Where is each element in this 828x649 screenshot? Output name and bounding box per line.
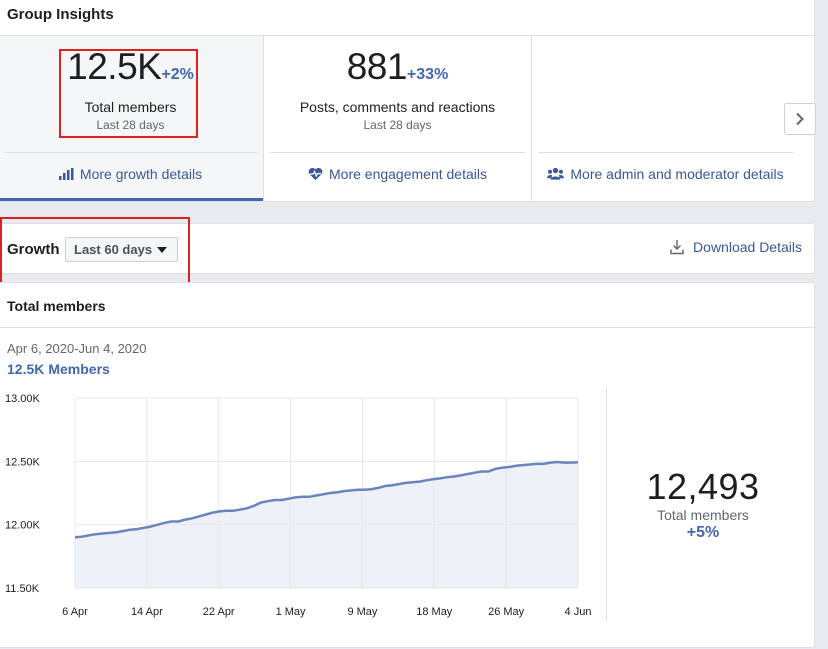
more-growth-details-link[interactable]: More growth details <box>0 166 263 183</box>
x-tick-label: 26 May <box>488 606 525 618</box>
members-count: 12.5K Members <box>7 361 110 377</box>
more-engagement-details-link[interactable]: More engagement details <box>264 166 531 184</box>
members-count-value: 12.5K <box>7 361 45 377</box>
stat-label: Posts, comments and reactions <box>299 99 496 115</box>
period-selected-label: Last 60 days <box>74 242 153 257</box>
download-details-button[interactable]: Download Details <box>670 239 802 255</box>
divider <box>270 152 525 153</box>
chevron-right-icon <box>795 108 805 128</box>
more-admin-details-label: More admin and moderator details <box>570 166 784 182</box>
group-insights-card: Group Insights 12.5K+2% Total members La… <box>0 0 815 202</box>
stat-total-members[interactable]: 12.5K+2% Total members Last 28 days More… <box>0 36 263 201</box>
download-icon <box>670 239 693 255</box>
divider <box>0 327 814 328</box>
members-summary: 12,493 Total members +5% <box>608 466 798 542</box>
bar-chart-icon <box>58 167 74 183</box>
stat-value: 12.5K <box>67 46 162 87</box>
growth-title: Growth <box>7 241 60 258</box>
divider <box>606 389 607 621</box>
more-admin-details-link[interactable]: More admin and moderator details <box>532 166 799 183</box>
stat-period: Last 28 days <box>363 118 432 132</box>
x-tick-label: 9 May <box>347 606 377 618</box>
growth-bar: Growth Last 60 days Download Details <box>0 223 815 274</box>
highlight-box <box>59 49 198 138</box>
stat-label: Total members <box>84 99 177 115</box>
more-engagement-details-label: More engagement details <box>329 166 487 182</box>
download-details-label: Download Details <box>693 239 802 255</box>
y-tick-label: 11.50K <box>5 583 40 595</box>
x-tick-label: 22 Apr <box>203 606 235 618</box>
divider <box>4 152 257 153</box>
total-members-title: Total members <box>7 298 106 314</box>
date-range: Apr 6, 2020-Jun 4, 2020 <box>7 341 147 356</box>
group-insights-title: Group Insights <box>7 6 114 23</box>
stat-period: Last 28 days <box>96 118 165 132</box>
period-dropdown[interactable]: Last 60 days <box>65 237 178 262</box>
divider <box>538 152 793 153</box>
x-tick-label: 4 Jun <box>565 606 592 618</box>
y-tick-label: 12.00K <box>5 520 41 532</box>
people-icon <box>547 167 565 183</box>
summary-label: Total members <box>657 507 749 523</box>
x-tick-label: 6 Apr <box>62 606 88 618</box>
x-tick-label: 18 May <box>416 606 453 618</box>
next-stats-button[interactable] <box>784 103 816 135</box>
total-members-card: Total members Apr 6, 2020-Jun 4, 2020 12… <box>0 282 815 648</box>
active-tab-indicator <box>0 198 263 201</box>
stat-value: 881 <box>346 46 408 87</box>
stat-admin[interactable]: More admin and moderator details <box>531 36 799 201</box>
heart-pulse-icon <box>308 167 323 184</box>
y-tick-label: 12.50K <box>5 456 41 468</box>
members-growth-chart: 11.50K 12.00K 12.50K 13.00K 6 Apr 14 Apr 22 Ap… <box>5 393 592 618</box>
y-tick-label: 13.00K <box>5 393 41 405</box>
divider <box>0 35 814 36</box>
summary-change: +5% <box>686 524 720 541</box>
series-line <box>74 460 579 539</box>
stat-change: +2% <box>161 66 194 83</box>
stat-engagement[interactable]: 881+33% Posts, comments and reactions La… <box>263 36 531 201</box>
stat-change: +33% <box>406 66 449 83</box>
caret-down-icon <box>157 247 167 253</box>
x-tick-label: 14 Apr <box>131 606 163 618</box>
summary-value: 12,493 <box>646 466 760 507</box>
members-count-unit: Members <box>48 361 110 377</box>
x-tick-label: 1 May <box>276 606 306 618</box>
more-growth-details-label: More growth details <box>79 166 203 182</box>
